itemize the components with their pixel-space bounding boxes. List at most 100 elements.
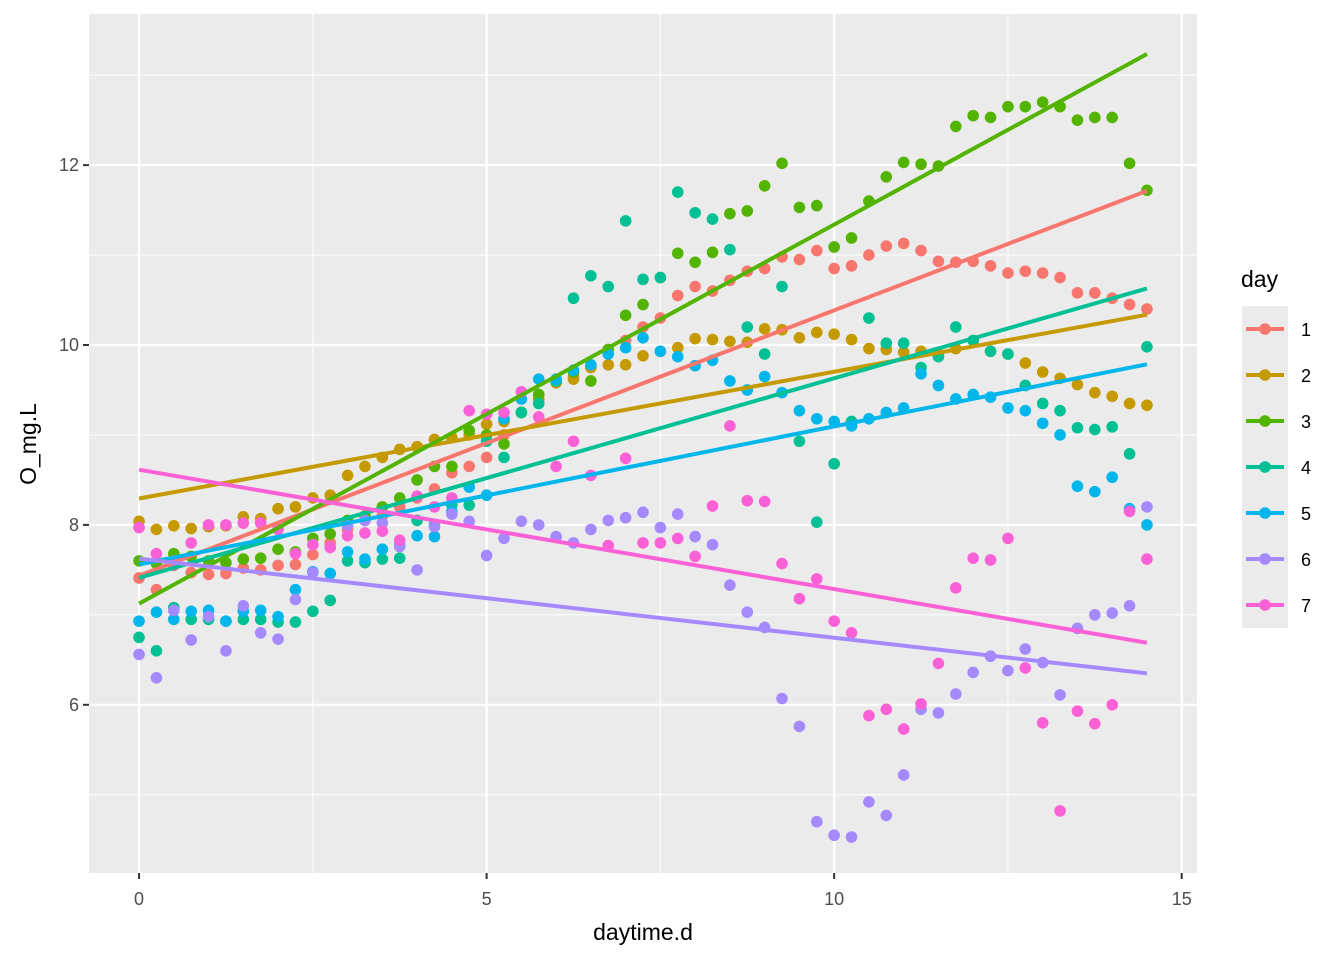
data-point-day-3 bbox=[897, 156, 910, 169]
data-point-day-5 bbox=[289, 583, 302, 596]
regression-lines bbox=[138, 52, 1148, 676]
data-point-day-7 bbox=[706, 500, 719, 512]
y-tick-label: 12 bbox=[59, 155, 79, 175]
data-point-day-3 bbox=[758, 180, 771, 192]
data-point-day-4 bbox=[602, 280, 615, 293]
data-point-day-7 bbox=[289, 547, 302, 560]
data-point-day-6 bbox=[202, 610, 215, 623]
data-point-day-5 bbox=[133, 615, 145, 627]
data-point-day-3 bbox=[967, 109, 979, 122]
data-point-day-3 bbox=[1036, 96, 1049, 108]
data-point-day-4 bbox=[654, 271, 667, 284]
data-point-day-2 bbox=[150, 523, 163, 536]
data-point-day-6 bbox=[1106, 607, 1118, 619]
data-point-day-7 bbox=[845, 627, 858, 639]
data-point-day-5 bbox=[619, 341, 632, 354]
data-point-day-1 bbox=[828, 262, 840, 275]
data-point-day-3 bbox=[532, 388, 545, 401]
data-point-day-6 bbox=[376, 517, 389, 529]
data-point-day-1 bbox=[689, 280, 701, 293]
data-point-day-7 bbox=[637, 537, 649, 549]
data-point-day-4 bbox=[984, 345, 997, 358]
data-point-day-5 bbox=[185, 605, 197, 618]
data-point-day-2 bbox=[828, 328, 840, 341]
data-point-day-7 bbox=[654, 537, 667, 549]
data-point-day-4 bbox=[880, 337, 893, 350]
data-point-day-4 bbox=[1054, 404, 1066, 417]
data-point-day-6 bbox=[532, 519, 545, 531]
data-point-day-3 bbox=[498, 438, 510, 450]
data-point-day-3 bbox=[880, 171, 893, 183]
x-axis-title: daytime.d bbox=[593, 919, 693, 945]
data-point-day-3 bbox=[741, 205, 754, 217]
data-point-day-6 bbox=[654, 521, 667, 534]
data-point-day-3 bbox=[1071, 114, 1084, 126]
data-point-day-5 bbox=[585, 358, 597, 371]
data-point-day-7 bbox=[1019, 662, 1032, 674]
data-point-day-2 bbox=[689, 332, 701, 345]
data-point-day-6 bbox=[1089, 609, 1101, 621]
data-point-day-1 bbox=[480, 451, 493, 464]
legend-label-day-7: 7 bbox=[1301, 596, 1311, 616]
data-point-day-6 bbox=[289, 593, 302, 606]
legend-key-point bbox=[1259, 599, 1271, 611]
data-point-day-6 bbox=[880, 809, 893, 822]
data-point-day-6 bbox=[185, 634, 197, 646]
data-point-day-2 bbox=[168, 520, 180, 532]
data-point-day-5 bbox=[168, 613, 180, 626]
data-point-day-7 bbox=[1141, 553, 1153, 565]
data-point-day-3 bbox=[1019, 100, 1032, 113]
data-point-day-3 bbox=[324, 528, 337, 540]
data-point-day-1 bbox=[915, 244, 927, 257]
data-point-day-6 bbox=[498, 532, 510, 545]
data-point-day-1 bbox=[272, 559, 284, 572]
data-point-day-6 bbox=[793, 720, 806, 733]
regression-line-day-3 bbox=[138, 52, 1148, 606]
data-point-day-4 bbox=[724, 243, 736, 256]
data-point-day-1 bbox=[289, 558, 302, 571]
legend-title: day bbox=[1241, 266, 1279, 292]
data-point-day-2 bbox=[1019, 357, 1032, 369]
x-tick-label: 15 bbox=[1172, 889, 1192, 909]
data-point-day-6 bbox=[168, 604, 180, 617]
data-point-day-1 bbox=[845, 260, 858, 272]
data-point-day-4 bbox=[254, 613, 267, 626]
data-point-day-5 bbox=[272, 610, 284, 623]
data-point-day-3 bbox=[793, 201, 806, 214]
data-point-day-2 bbox=[671, 341, 684, 354]
data-point-day-1 bbox=[307, 548, 319, 561]
data-point-day-5 bbox=[428, 530, 441, 543]
data-point-day-7 bbox=[880, 703, 893, 716]
data-point-day-4 bbox=[1106, 421, 1118, 433]
data-point-day-4 bbox=[689, 206, 701, 219]
legend-label-day-5: 5 bbox=[1301, 504, 1311, 524]
data-point-day-7 bbox=[758, 495, 771, 508]
data-point-day-5 bbox=[793, 404, 806, 417]
data-point-day-7 bbox=[689, 550, 701, 563]
data-point-day-6 bbox=[932, 707, 945, 719]
data-point-day-7 bbox=[1123, 505, 1136, 518]
x-tick-label: 10 bbox=[824, 889, 844, 909]
data-point-day-3 bbox=[1106, 111, 1118, 124]
data-point-day-6 bbox=[220, 645, 232, 657]
data-point-day-6 bbox=[254, 627, 267, 639]
data-point-day-1 bbox=[863, 249, 875, 261]
data-point-day-4 bbox=[1071, 421, 1084, 434]
data-point-day-4 bbox=[863, 312, 875, 324]
data-point-day-6 bbox=[741, 606, 754, 618]
data-point-day-3 bbox=[411, 474, 423, 486]
data-point-day-7 bbox=[897, 723, 910, 735]
data-point-day-7 bbox=[220, 519, 232, 531]
data-point-day-6 bbox=[480, 549, 493, 562]
data-point-day-5 bbox=[724, 375, 736, 387]
data-point-day-6 bbox=[897, 769, 910, 781]
data-point-day-7 bbox=[185, 537, 197, 549]
data-point-day-2 bbox=[1141, 399, 1153, 412]
data-point-day-6 bbox=[428, 520, 441, 533]
data-point-day-7 bbox=[793, 592, 806, 605]
data-point-day-6 bbox=[150, 672, 163, 684]
data-point-day-6 bbox=[689, 530, 701, 543]
data-point-day-3 bbox=[845, 232, 858, 244]
data-point-day-6 bbox=[1019, 643, 1032, 655]
